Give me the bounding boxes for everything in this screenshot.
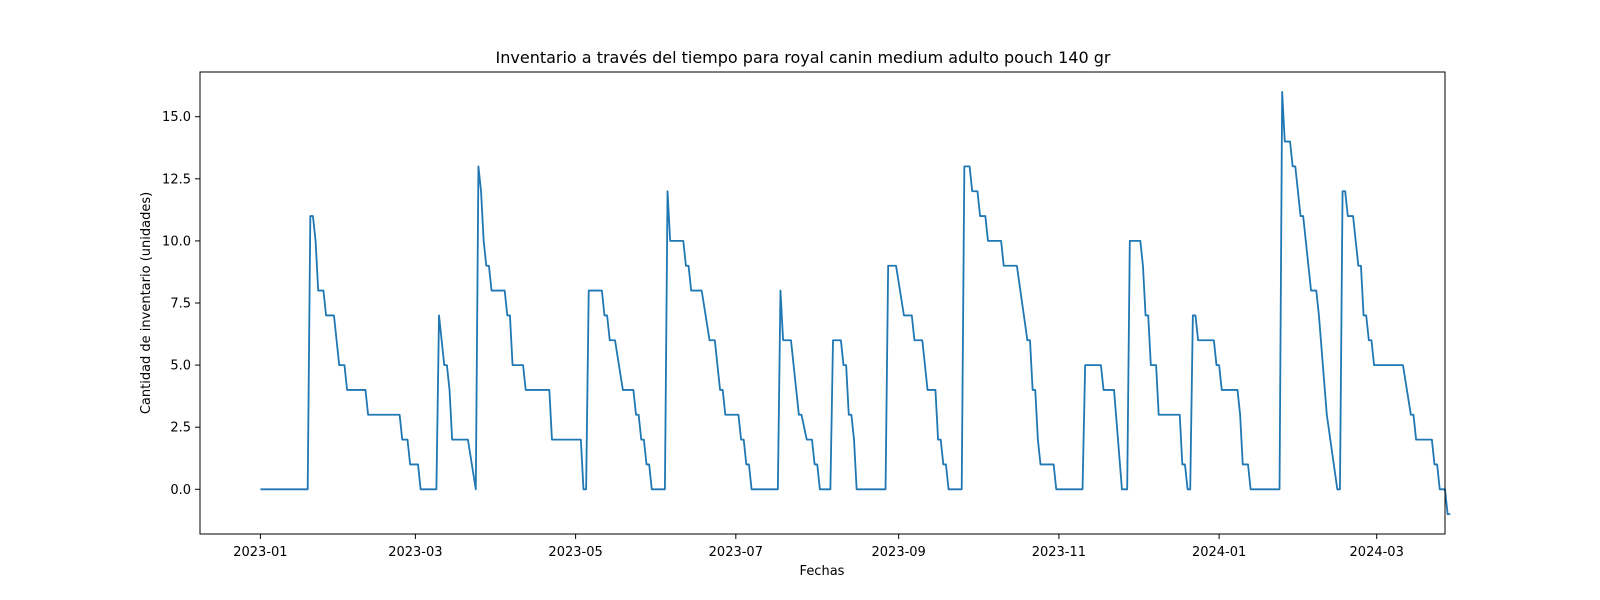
y-tick-label: 12.5 — [162, 172, 191, 187]
x-tick-label: 2024-01 — [1192, 545, 1246, 560]
chart-title: Inventario a través del tiempo para roya… — [496, 48, 1111, 67]
plot-area — [260, 90, 1451, 516]
y-tick-label: 10.0 — [162, 234, 191, 249]
x-axis-ticks: 2023-01 2023-03 2023-05 2023-07 2023-09 2023-… — [233, 534, 1404, 560]
x-tick-label: 2023-05 — [548, 545, 602, 560]
y-tick-label: 7.5 — [170, 297, 191, 312]
x-tick-label: 2023-01 — [233, 545, 287, 560]
y-tick-label: 15.0 — [162, 110, 191, 125]
x-tick-label: 2023-09 — [872, 545, 926, 560]
y-tick-label: 0.0 — [170, 483, 191, 498]
x-tick-label: 2023-11 — [1032, 545, 1086, 560]
x-tick-label: 2023-07 — [709, 545, 763, 560]
y-axis-ticks: 0.0 2.5 5.0 7.5 10.0 12.5 15.0 — [162, 110, 200, 498]
y-tick-label: 5.0 — [170, 359, 191, 374]
y-axis-label: Cantidad de inventario (unidades) — [139, 192, 154, 414]
x-axis-label: Fechas — [800, 564, 845, 579]
x-tick-label: 2024-03 — [1350, 545, 1404, 560]
series-line-0 — [260, 90, 1451, 516]
y-tick-label: 2.5 — [170, 421, 191, 436]
x-tick-label: 2023-03 — [388, 545, 442, 560]
